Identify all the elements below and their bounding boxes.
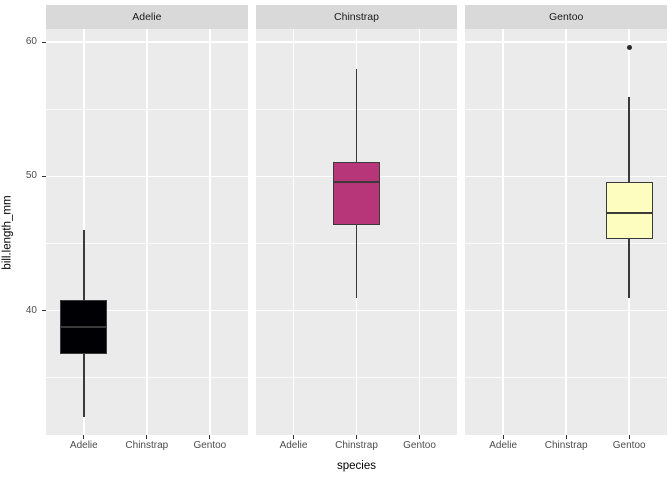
x-tick-mark-chinstrap bbox=[146, 435, 148, 439]
y-axis-title: bill.length_mm bbox=[1, 195, 14, 270]
x-tick-labels: Adelie Chinstrap Gentoo bbox=[46, 439, 248, 455]
x-tick-mark-gentoo bbox=[628, 435, 630, 439]
x-axis-title: species bbox=[337, 460, 376, 472]
facet-strip: Gentoo bbox=[465, 5, 668, 29]
x-tick-label-adelie: Adelie bbox=[489, 440, 518, 451]
facet-grid: Adelie Adelie Chinstrap Gentoo Chinstrap Adel… bbox=[46, 5, 668, 455]
x-tick-label-gentoo: Gentoo bbox=[612, 440, 646, 451]
facet-adelie: Adelie Adelie Chinstrap Gentoo bbox=[46, 5, 248, 455]
x-tick-label-chinstrap: Chinstrap bbox=[544, 440, 588, 451]
boxplot-box bbox=[333, 161, 380, 226]
y-tick-label-60: 60 bbox=[25, 36, 37, 48]
x-tick-label-adelie: Adelie bbox=[279, 440, 308, 451]
x-tick-labels: Adelie Chinstrap Gentoo bbox=[465, 439, 667, 455]
outlier-point bbox=[626, 44, 632, 50]
y-tick-label-40: 40 bbox=[25, 304, 37, 316]
boxplot-median bbox=[333, 181, 380, 184]
gridline-major-x-adelie bbox=[502, 29, 504, 435]
x-tick-mark-chinstrap bbox=[356, 435, 357, 439]
x-tick-label-chinstrap: Chinstrap bbox=[125, 440, 169, 451]
x-tick-mark-adelie bbox=[502, 435, 504, 439]
x-tick-label-chinstrap: Chinstrap bbox=[335, 440, 378, 451]
x-tick-label-adelie: Adelie bbox=[69, 440, 98, 451]
y-tick-label-50: 50 bbox=[25, 170, 37, 182]
facet-strip: Adelie bbox=[46, 5, 248, 29]
x-tick-mark-chinstrap bbox=[565, 435, 567, 439]
gridline-major-x-gentoo bbox=[418, 29, 421, 435]
gridline-major-x-chinstrap bbox=[565, 29, 567, 435]
facet-panel bbox=[255, 29, 458, 435]
x-tick-mark-adelie bbox=[292, 435, 294, 439]
y-tick-mark-40 bbox=[42, 310, 46, 312]
x-tick-mark-gentoo bbox=[419, 435, 421, 439]
x-tick-label-gentoo: Gentoo bbox=[403, 440, 436, 451]
y-tick-mark-50 bbox=[42, 175, 46, 177]
y-tick-mark-60 bbox=[42, 41, 46, 43]
facet-chinstrap: Chinstrap Adelie Chinstrap Gentoo bbox=[255, 5, 458, 455]
boxplot-median bbox=[605, 211, 653, 214]
gridline-major-x-gentoo bbox=[209, 29, 211, 435]
facet-gentoo: Gentoo Adelie Chinstrap Gentoo bbox=[465, 5, 668, 455]
x-tick-mark-gentoo bbox=[209, 435, 211, 439]
x-tick-labels: Adelie Chinstrap Gentoo bbox=[256, 439, 458, 455]
x-tick-row bbox=[256, 435, 458, 439]
x-tick-row bbox=[465, 435, 667, 439]
facet-panel bbox=[46, 29, 248, 435]
x-tick-label-gentoo: Gentoo bbox=[193, 440, 227, 451]
x-tick-mark-adelie bbox=[83, 435, 85, 439]
x-tick-row bbox=[46, 435, 248, 439]
gridline-major-x-chinstrap bbox=[146, 29, 148, 435]
gridline-major-x-adelie bbox=[292, 29, 295, 435]
boxplot-median bbox=[60, 325, 108, 328]
boxplot-box bbox=[605, 182, 653, 240]
facet-panel bbox=[465, 29, 668, 435]
facet-strip: Chinstrap bbox=[255, 5, 458, 29]
